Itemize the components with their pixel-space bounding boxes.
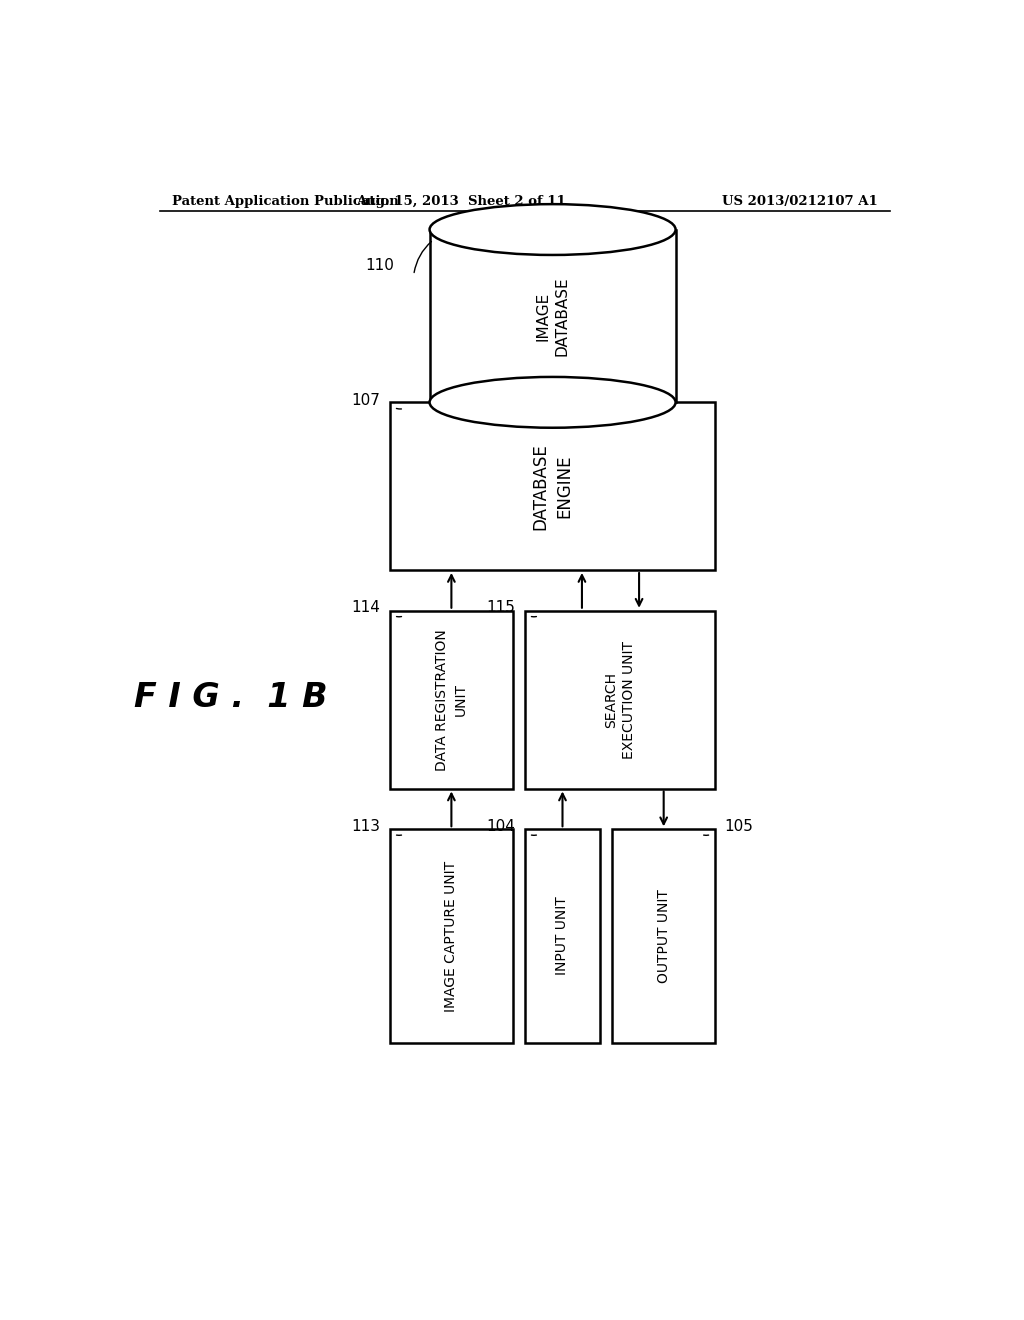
Text: 107: 107 bbox=[351, 393, 380, 408]
Bar bbox=[390, 403, 715, 570]
Text: OUTPUT UNIT: OUTPUT UNIT bbox=[656, 888, 671, 983]
Bar bbox=[430, 230, 676, 403]
Text: SEARCH
EXECUTION UNIT: SEARCH EXECUTION UNIT bbox=[604, 640, 636, 759]
Text: INPUT UNIT: INPUT UNIT bbox=[555, 896, 569, 975]
Text: 113: 113 bbox=[351, 818, 380, 834]
Text: DATA REGISTRATION
UNIT: DATA REGISTRATION UNIT bbox=[435, 628, 468, 771]
Bar bbox=[524, 611, 715, 788]
Bar bbox=[390, 829, 513, 1043]
Text: US 2013/0212107 A1: US 2013/0212107 A1 bbox=[722, 194, 878, 207]
Text: 114: 114 bbox=[351, 601, 380, 615]
Ellipse shape bbox=[430, 205, 676, 255]
Text: DATABASE
ENGINE: DATABASE ENGINE bbox=[531, 442, 573, 529]
Text: 115: 115 bbox=[486, 601, 515, 615]
Text: 105: 105 bbox=[725, 818, 754, 834]
Text: IMAGE
DATABASE: IMAGE DATABASE bbox=[536, 276, 570, 356]
Text: Patent Application Publication: Patent Application Publication bbox=[172, 194, 398, 207]
Text: F I G .  1 B: F I G . 1 B bbox=[134, 681, 328, 714]
Ellipse shape bbox=[430, 378, 676, 428]
Text: Aug. 15, 2013  Sheet 2 of 11: Aug. 15, 2013 Sheet 2 of 11 bbox=[356, 194, 566, 207]
Bar bbox=[524, 829, 600, 1043]
Text: 110: 110 bbox=[365, 257, 394, 273]
Text: 104: 104 bbox=[486, 818, 515, 834]
Bar bbox=[390, 611, 513, 788]
Bar bbox=[612, 829, 715, 1043]
Text: IMAGE CAPTURE UNIT: IMAGE CAPTURE UNIT bbox=[444, 861, 459, 1011]
